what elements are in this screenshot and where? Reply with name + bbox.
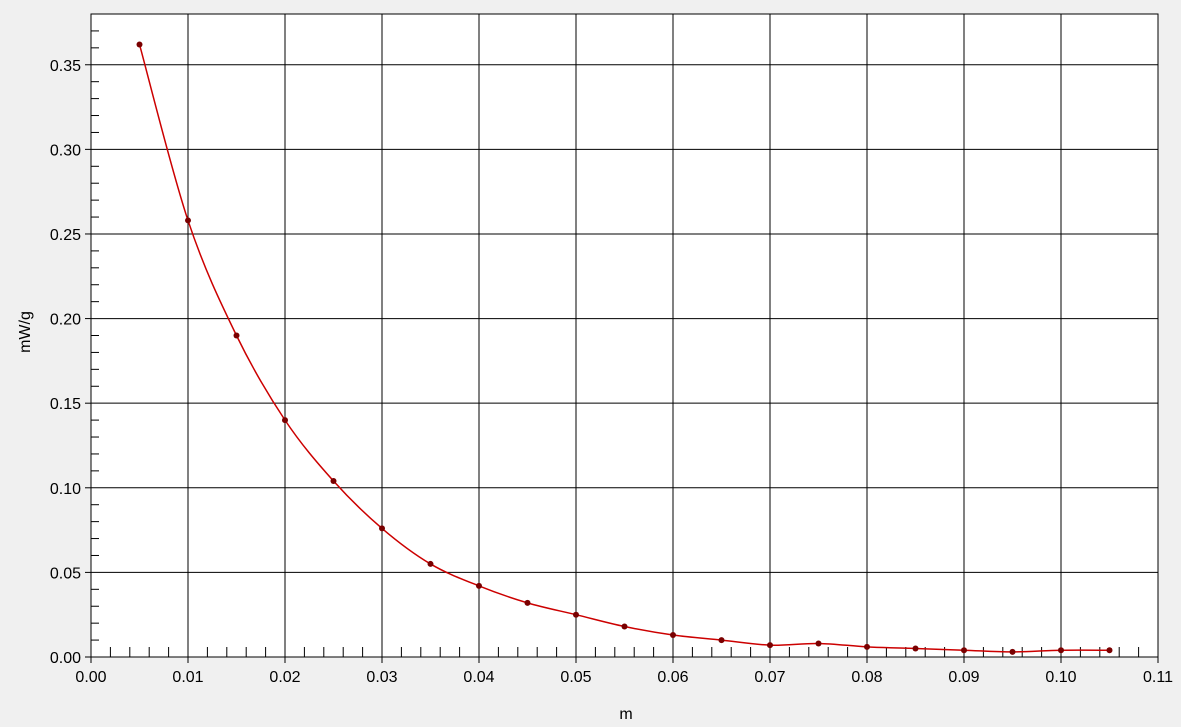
x-axis-title: m — [619, 706, 632, 722]
plot-area — [91, 14, 1158, 657]
data-point — [136, 41, 143, 48]
x-tick-label: 0.07 — [754, 669, 785, 686]
data-point — [718, 637, 725, 644]
x-tick-labels: 0.00 0.01 0.02 0.03 0.04 0.05 0.06 0.07 0.08 0.09… — [75, 669, 1173, 686]
data-point — [961, 647, 967, 654]
data-point — [427, 560, 434, 567]
data-point — [524, 599, 531, 606]
y-tick-label: 0.35 — [50, 58, 81, 75]
y-tick-label: 0.15 — [50, 396, 81, 413]
data-point — [185, 217, 191, 224]
data-point — [815, 640, 822, 647]
data-point — [1106, 647, 1113, 654]
x-tick-label: 0.09 — [948, 669, 979, 686]
data-point — [1009, 648, 1016, 655]
x-tick-label: 0.01 — [172, 669, 203, 686]
minor-ticks — [85, 30, 1159, 663]
series-line — [138, 44, 1110, 653]
y-tick-label: 0.30 — [50, 142, 81, 159]
data-point — [1058, 647, 1064, 654]
series-layer — [136, 41, 1113, 655]
y-axis-title: mW/g — [17, 311, 34, 353]
y-tick-labels: 0.00 0.05 0.10 0.15 0.20 0.25 0.30 0.35 — [50, 58, 81, 667]
x-tick-label: 0.11 — [1143, 669, 1173, 686]
x-tick-label: 0.06 — [657, 669, 688, 686]
data-point — [476, 582, 482, 589]
x-tick-label: 0.00 — [75, 669, 106, 686]
y-tick-label: 0.00 — [50, 650, 81, 667]
x-tick-label: 0.10 — [1045, 669, 1076, 686]
grid-lines — [90, 14, 1159, 658]
y-tick-label: 0.05 — [50, 565, 81, 582]
y-tick-label: 0.25 — [50, 227, 81, 244]
data-point — [864, 643, 870, 650]
y-tick-label: 0.10 — [50, 481, 81, 498]
data-point — [330, 478, 337, 485]
data-point — [282, 417, 288, 424]
y-tick-label: 0.20 — [50, 312, 81, 329]
x-tick-label: 0.04 — [463, 669, 494, 686]
data-point — [621, 623, 628, 630]
data-point — [573, 611, 579, 618]
data-point — [379, 525, 385, 532]
data-point — [233, 332, 240, 339]
plot-border — [90, 13, 1159, 658]
data-point — [767, 642, 773, 649]
x-tick-label: 0.05 — [560, 669, 591, 686]
data-point — [912, 645, 919, 652]
x-tick-label: 0.03 — [366, 669, 397, 686]
data-point — [670, 632, 676, 639]
x-tick-label: 0.08 — [851, 669, 882, 686]
x-tick-label: 0.02 — [269, 669, 300, 686]
